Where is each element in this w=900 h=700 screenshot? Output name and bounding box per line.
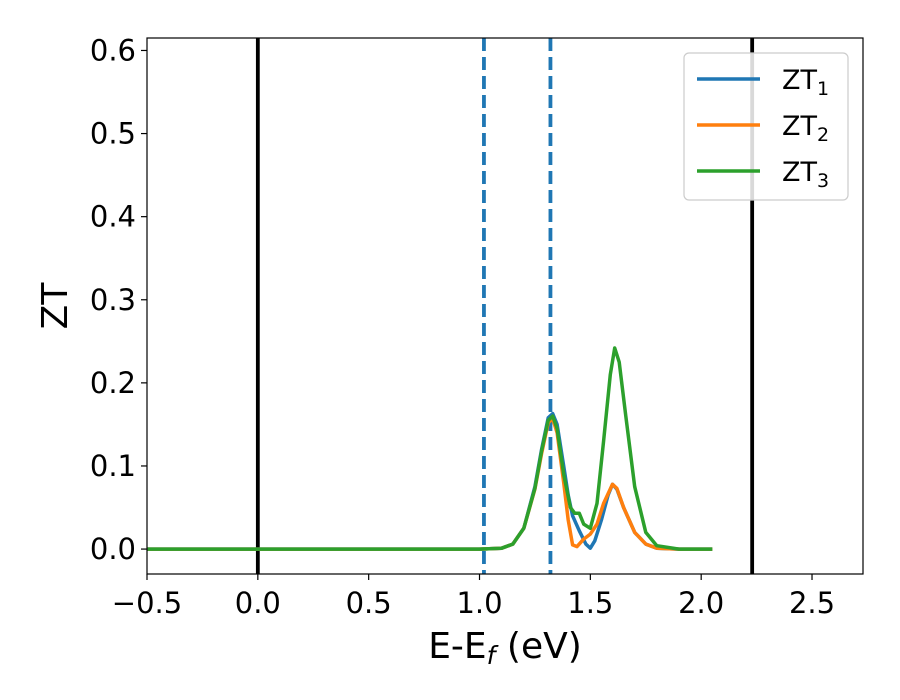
legend-label-main: ZT <box>782 157 817 188</box>
legend-box <box>683 52 849 201</box>
series-line-3 <box>147 346 713 551</box>
legend-label-main: ZT <box>782 65 817 96</box>
y-tick-label: 0.1 <box>90 449 136 483</box>
legend-label-subscript: 1 <box>817 78 829 100</box>
legend-label-main: ZT <box>782 111 817 142</box>
y-axis-label: ZT <box>35 282 76 330</box>
x-axis-label-unit: (eV) <box>495 626 581 667</box>
y-tick-label: 0.5 <box>90 117 136 151</box>
legend-label-1: ZT1 <box>782 65 829 100</box>
y-tick-label: 0.0 <box>90 532 136 566</box>
vertical-reference-lines <box>255 38 755 574</box>
x-tick-label: 2.0 <box>678 586 724 620</box>
x-tick-label: 1.5 <box>567 586 613 620</box>
series-lines <box>147 346 713 551</box>
x-axis-label-main: E-E <box>428 626 486 667</box>
legend-label-3: ZT3 <box>782 157 829 192</box>
x-tick-label: 0.0 <box>235 586 281 620</box>
x-axis-label: E-Ef (eV) <box>428 626 582 670</box>
legend-label-subscript: 3 <box>817 170 829 192</box>
legend-label-2: ZT2 <box>782 111 829 146</box>
x-tick-label: −0.5 <box>112 586 182 620</box>
y-tick-label: 0.3 <box>90 283 136 317</box>
x-tick-label: 2.5 <box>789 586 835 620</box>
x-tick-label: 1.0 <box>456 586 502 620</box>
x-tick-label: 0.5 <box>346 586 392 620</box>
y-tick-label: 0.6 <box>90 33 136 67</box>
y-axis-ticks: 0.0 0.1 0.2 0.3 0.4 0.5 0.6 <box>90 33 147 566</box>
y-tick-label: 0.2 <box>90 366 136 400</box>
x-axis-ticks: −0.5 0.0 0.5 1.0 1.5 2.0 2.5 <box>112 574 835 620</box>
y-tick-label: 0.4 <box>90 200 136 234</box>
plot-frame <box>146 37 864 575</box>
legend-label-subscript: 2 <box>817 124 829 146</box>
